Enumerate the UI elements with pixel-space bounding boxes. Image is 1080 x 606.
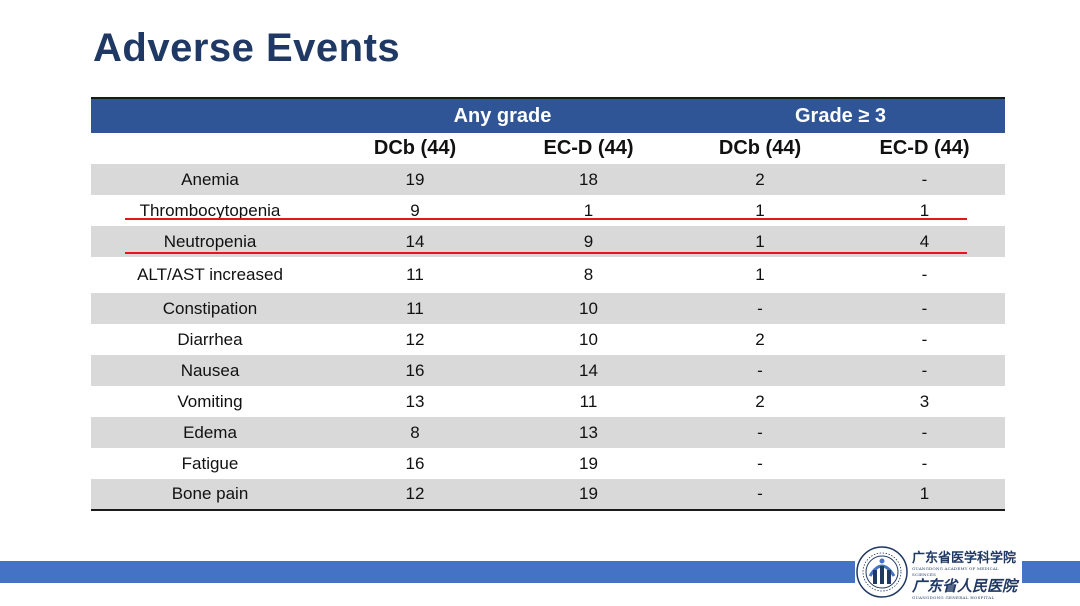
column-header-event	[91, 133, 329, 164]
logo-academy-subtitle: GUANGDONG ACADEMY OF MEDICAL SCIENCES	[912, 566, 999, 577]
cell-grade3-dcb: 2	[755, 329, 765, 349]
cell-event-name: Fatigue	[181, 453, 239, 473]
logo-hospital-subtitle: GUANGDONG GENERAL HOSPITAL	[912, 595, 995, 600]
cell-grade3-ecd: -	[921, 360, 928, 380]
cell-any-grade-dcb: 9	[410, 200, 420, 220]
group-header-any-grade: Any grade	[453, 104, 552, 127]
cell-any-grade-ecd: 9	[583, 231, 594, 251]
table-row: Anemia 19 18 2 -	[91, 164, 1006, 195]
cell-any-grade-dcb: 11	[406, 298, 424, 318]
cell-grade3-ecd: -	[921, 169, 928, 189]
column-header-any-ecd: EC-D (44)	[543, 137, 634, 159]
logo-academy-name: 广东省医学科学院	[912, 551, 1017, 566]
cell-any-grade-dcb: 14	[405, 231, 425, 251]
cell-any-grade-ecd: 13	[579, 422, 598, 442]
cell-any-grade-ecd: 11	[579, 391, 598, 411]
table-row: Nausea 16 14 - -	[91, 355, 1006, 386]
cell-grade3-ecd: 3	[919, 391, 930, 411]
group-header-grade-3: Grade ≥ 3	[795, 104, 887, 127]
footer-bar-left	[0, 561, 855, 583]
cell-any-grade-ecd: 8	[583, 265, 594, 284]
cell-any-grade-dcb: 8	[410, 422, 420, 442]
cell-any-grade-ecd: 10	[579, 329, 598, 349]
cell-event-name: Thrombocytopenia	[139, 200, 281, 220]
cell-grade3-dcb: -	[757, 484, 763, 503]
cell-any-grade-ecd: 14	[579, 360, 598, 380]
cell-grade3-dcb: 1	[755, 231, 765, 251]
cell-any-grade-ecd: 18	[579, 169, 598, 189]
cell-any-grade-dcb: 12	[405, 329, 425, 349]
cell-any-grade-ecd: 19	[579, 453, 598, 473]
table-row: Edema 8 13 - -	[91, 417, 1006, 448]
cell-grade3-dcb: 1	[755, 265, 765, 284]
cell-any-grade-dcb: 12	[405, 484, 425, 503]
hospital-logo-icon	[856, 546, 908, 598]
table-row: Vomiting 13 11 2 3	[91, 386, 1005, 417]
group-header-blank	[91, 98, 329, 133]
cell-grade3-ecd: 1	[919, 484, 930, 503]
table-row: Thrombocytopenia 9 1 1 1	[91, 195, 1005, 226]
cell-any-grade-dcb: 19	[405, 169, 425, 189]
column-header-g3-ecd: EC-D (44)	[879, 137, 970, 159]
cell-any-grade-dcb: 16	[405, 360, 425, 380]
cell-any-grade-dcb: 16	[405, 453, 425, 473]
cell-event-name: Nausea	[180, 360, 240, 380]
cell-grade3-dcb: 1	[755, 200, 765, 220]
cell-grade3-ecd: -	[921, 265, 928, 284]
cell-grade3-ecd: -	[921, 329, 928, 349]
cell-grade3-ecd: 1	[919, 200, 930, 220]
cell-event-name: Anemia	[181, 169, 239, 189]
cell-grade3-dcb: 2	[755, 391, 765, 411]
adverse-events-table: Any grade Grade ≥ 3 DCb (44) EC-D (44) D…	[91, 97, 1006, 511]
column-header-row: DCb (44) EC-D (44) DCb (44) EC-D (44)	[91, 133, 1006, 164]
cell-event-name: Vomiting	[177, 391, 243, 411]
column-header-g3-dcb: DCb (44)	[718, 137, 802, 159]
column-header-any-dcb: DCb (44)	[373, 137, 457, 159]
cell-grade3-ecd: -	[921, 422, 928, 442]
hospital-logo-text: 广东省医学科学院 GUANGDONG ACADEMY OF MEDICAL SC…	[912, 551, 1022, 601]
cell-any-grade-ecd: 1	[583, 200, 594, 220]
footer-bar-right	[1022, 561, 1080, 583]
cell-event-name: ALT/AST increased	[137, 265, 283, 284]
table-row: Diarrhea 12 10 2 -	[91, 324, 1005, 355]
cell-any-grade-dcb: 13	[405, 391, 425, 411]
cell-grade3-ecd: -	[921, 453, 928, 473]
cell-event-name: Constipation	[162, 298, 258, 318]
cell-any-grade-dcb: 11	[406, 265, 424, 284]
cell-grade3-dcb: -	[757, 453, 763, 473]
cell-event-name: Edema	[183, 422, 237, 442]
highlight-underline-thrombocytopenia	[125, 218, 967, 220]
cell-grade3-dcb: -	[757, 298, 763, 318]
cell-grade3-dcb: 2	[755, 169, 765, 189]
cell-grade3-dcb: -	[757, 360, 763, 380]
cell-event-name: Neutropenia	[163, 231, 257, 251]
cell-any-grade-ecd: 10	[579, 298, 598, 318]
table-row: Bone pain 12 19 - 1	[91, 479, 1006, 510]
table-row: ALT/AST increased 11 8 1 -	[91, 257, 1005, 293]
cell-grade3-ecd: -	[921, 298, 928, 318]
cell-any-grade-ecd: 19	[579, 484, 598, 503]
highlight-underline-neutropenia	[125, 252, 967, 254]
group-header-row: Any grade Grade ≥ 3	[91, 98, 1006, 133]
cell-event-name: Bone pain	[171, 484, 249, 503]
slide-title: Adverse Events	[93, 26, 401, 70]
cell-grade3-dcb: -	[757, 422, 763, 442]
cell-event-name: Diarrhea	[177, 329, 243, 349]
logo-hospital-name: 广东省人民医院	[912, 577, 1018, 595]
table-row: Constipation 11 10 - -	[91, 293, 1006, 324]
table-row: Neutropenia 14 9 1 4	[91, 226, 1006, 257]
table-row: Fatigue 16 19 - -	[91, 448, 1005, 479]
cell-grade3-ecd: 4	[919, 231, 930, 251]
